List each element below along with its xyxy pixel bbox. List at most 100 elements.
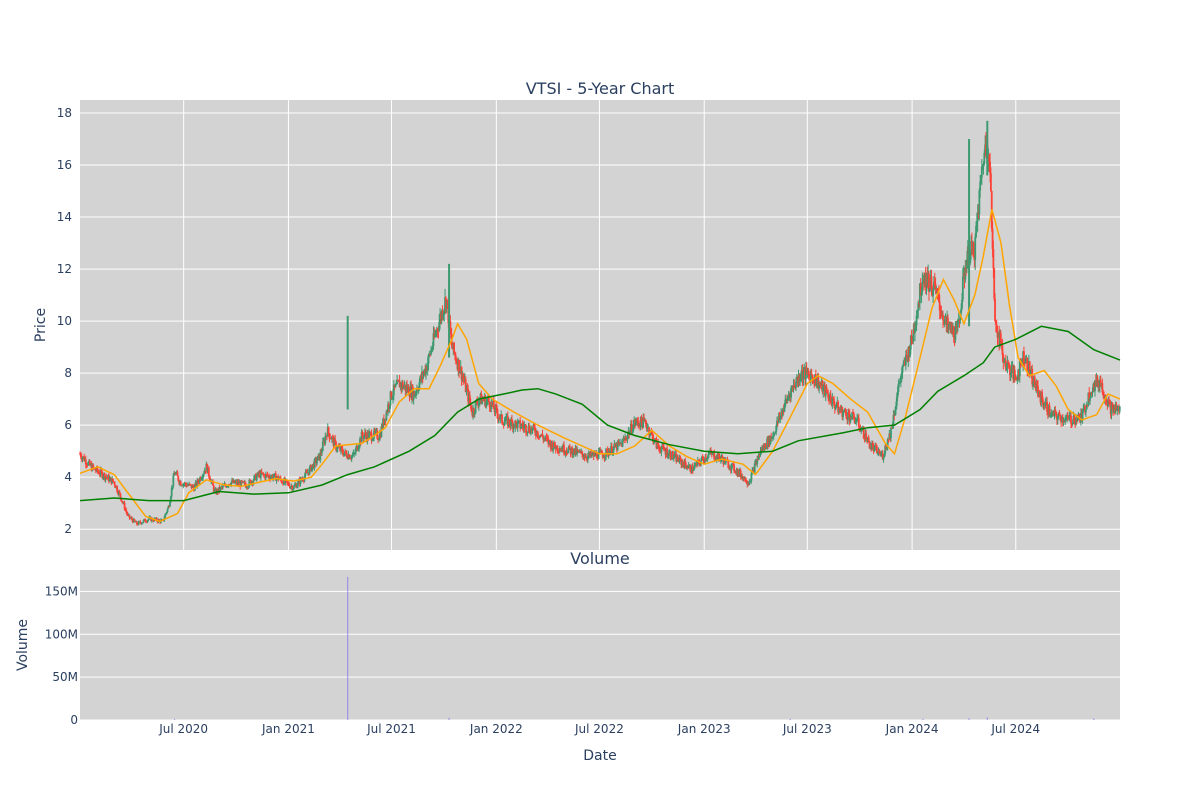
candle-body [102,476,105,478]
candle-body [786,396,789,401]
candle-body [1048,405,1051,416]
candle-body [677,456,679,461]
candle-body [454,355,457,361]
candle-body [666,449,669,457]
candle-body [912,329,915,342]
candle-body [474,402,477,413]
candle-body [141,522,144,524]
candle-body [255,475,258,481]
candle-body [807,371,810,375]
candle-body [739,470,742,477]
candle-body [1115,406,1118,411]
date-tick-label: Jul 2021 [366,722,416,736]
candle-body [319,452,322,461]
candle-body [939,310,942,312]
candle-body [673,454,676,458]
candle-body [930,276,933,289]
candle-body [380,426,383,437]
candle-body [928,288,931,292]
candle-body [392,394,394,398]
candle-body [835,406,838,408]
candle-body [652,434,655,443]
candle-body [805,367,807,380]
candle-body [473,408,475,414]
candle-body [136,524,139,526]
candle-body [345,453,348,458]
candle-body [430,349,433,351]
candle-body [273,473,275,477]
candle-body [179,481,182,486]
candle-body [928,274,930,292]
candle-body [169,501,171,507]
candle-body [773,433,776,435]
volume-bar [986,717,988,720]
moving-average-lines [79,209,1121,523]
candle-body [391,397,394,399]
candle-body [822,386,825,392]
candle-body [470,405,473,412]
candle-body [426,363,429,371]
candle-body [585,456,588,459]
candle-body [884,445,887,454]
candle-body [458,372,461,374]
candle-body [571,448,574,456]
candle-body [887,439,890,441]
candle-body [991,228,994,250]
price-tick-label: 14 [57,210,72,224]
candle-body [852,413,855,419]
candle-body [897,384,900,392]
candle-body [516,421,519,428]
candle-body [1075,417,1077,425]
candle-body [933,281,936,284]
candle-body [648,427,650,435]
candle-body [1110,404,1113,415]
candle-body [1101,383,1104,393]
candle-body [520,427,522,429]
candle-body [893,415,896,417]
candle-body [352,453,355,456]
candle-body [1029,372,1032,374]
volume-bar [789,718,791,720]
candle-body [1107,399,1110,407]
candle-body [637,421,640,426]
candle-body [125,509,128,513]
candle-body [1054,410,1057,413]
candle-body [172,475,175,487]
candle-body [299,478,302,485]
candle-body [259,471,262,478]
candle-body [1089,392,1092,399]
candle-body [994,298,996,322]
candle-body [442,313,445,318]
candle-body [947,318,949,327]
candle-body [762,445,764,451]
candle-body [436,329,439,331]
candle-body [197,479,199,482]
volume-y-axis-label: Volume [15,619,31,671]
candle-body [481,399,484,405]
candle-body [678,457,681,463]
candle-body [895,397,898,406]
candle-body [701,457,704,459]
candle-body [201,477,204,479]
candle-body [468,395,471,403]
candle-body [980,177,982,182]
candle-body [103,473,106,480]
candle-body [164,513,167,515]
candle-body [1064,418,1067,422]
candle-body [553,442,556,447]
candle-body [97,471,100,473]
candle-body [158,519,161,521]
candle-body [137,521,140,525]
candle-body [921,281,924,292]
candle-body [969,250,972,263]
candle-body [274,473,277,481]
candle-body [630,424,633,433]
candle-body [975,221,978,227]
candle-body [253,475,256,481]
candle-body [84,459,87,465]
candle-body [896,391,899,398]
candle-body [632,424,635,432]
candle-body [230,482,233,486]
candle-body [558,449,561,452]
